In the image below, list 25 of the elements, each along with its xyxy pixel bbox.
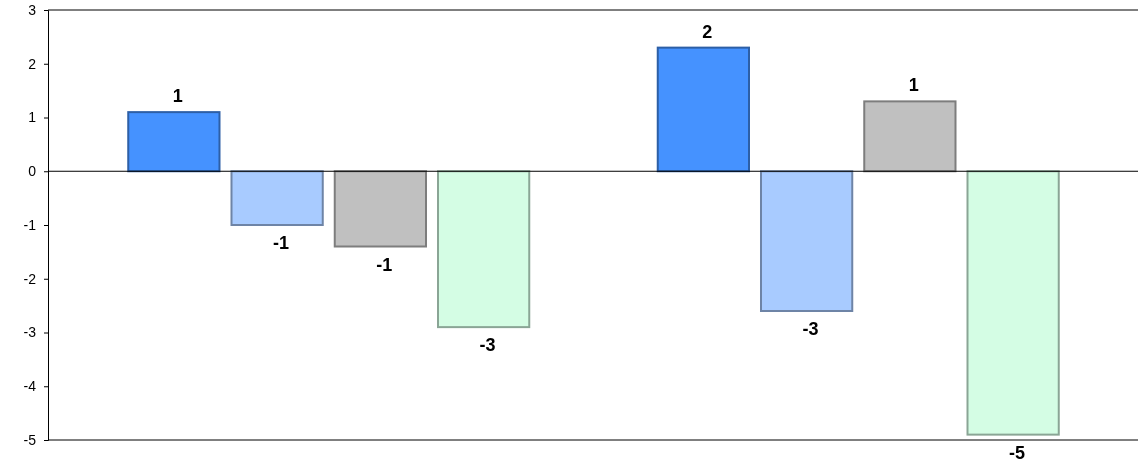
bar [760, 170, 854, 312]
bar [437, 170, 531, 329]
data-label: -1 [376, 254, 393, 275]
y-tick-label: 1 [28, 109, 37, 126]
data-label: 1 [908, 75, 919, 96]
y-tick-label: 3 [28, 1, 37, 18]
data-label: -3 [802, 319, 819, 339]
bar [333, 170, 427, 248]
data-label: -3 [479, 335, 496, 356]
bar [127, 111, 221, 173]
bar [966, 170, 1060, 436]
y-tick-label: -4 [23, 378, 37, 395]
y-tick-label: -3 [23, 324, 37, 341]
y-tick-label: -2 [23, 270, 37, 287]
y-tick-label: -5 [23, 431, 37, 448]
bar [863, 100, 957, 173]
y-tick-label: 0 [28, 163, 37, 180]
data-label: -1 [273, 233, 290, 253]
y-tick-label: 2 [28, 55, 37, 72]
data-label: 1 [172, 86, 183, 107]
bar [230, 170, 324, 226]
bar [656, 46, 750, 173]
y-tick-label: -1 [23, 216, 37, 233]
data-label: 2 [702, 21, 713, 42]
data-label: -5 [1009, 442, 1026, 463]
